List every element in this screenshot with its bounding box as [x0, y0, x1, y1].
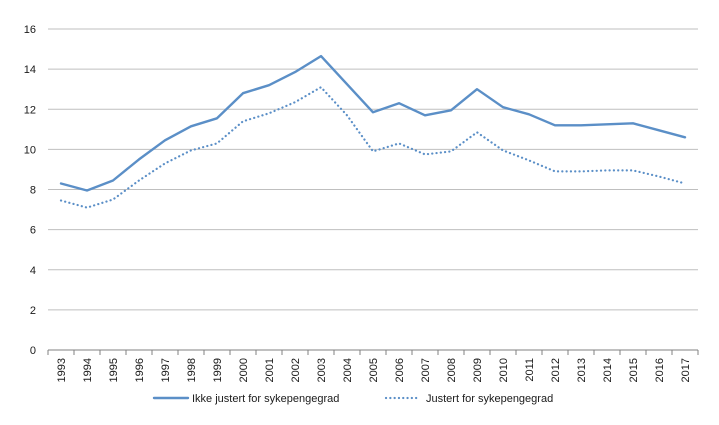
- data-point: [502, 149, 504, 151]
- x-tick-label: 1995: [108, 358, 120, 382]
- x-tick-label: 1996: [134, 358, 146, 382]
- data-point: [372, 111, 374, 113]
- data-point: [476, 88, 478, 90]
- data-point: [632, 169, 634, 171]
- data-point: [580, 124, 582, 126]
- x-tick-label: 2004: [342, 358, 354, 382]
- data-point: [502, 106, 504, 108]
- y-tick-label: 8: [30, 185, 36, 197]
- data-point: [294, 71, 296, 73]
- x-tick-label: 1999: [212, 358, 224, 382]
- data-point: [86, 189, 88, 191]
- data-point: [242, 92, 244, 94]
- y-tick-label: 6: [30, 225, 36, 237]
- y-tick-label: 16: [24, 24, 36, 36]
- data-point: [606, 123, 608, 125]
- x-tick-label: 2002: [290, 358, 302, 382]
- data-point: [528, 113, 530, 115]
- data-point: [138, 179, 140, 181]
- data-point: [372, 150, 374, 152]
- data-point: [554, 124, 556, 126]
- y-tick-label: 0: [30, 345, 36, 357]
- x-tick-label: 2014: [602, 358, 614, 382]
- data-point: [346, 83, 348, 85]
- x-tick-label: 2009: [472, 358, 484, 382]
- x-tick-label: 2010: [498, 358, 510, 382]
- series-line-1: [59, 54, 687, 192]
- x-tick-label: 1993: [56, 358, 68, 382]
- data-point: [242, 120, 244, 122]
- data-point: [60, 182, 62, 184]
- legend-label-1: Ikke justert for sykepengegrad: [192, 393, 339, 405]
- data-point: [164, 139, 166, 141]
- data-point: [190, 125, 192, 127]
- data-point: [658, 129, 660, 131]
- data-point: [294, 101, 296, 103]
- data-point: [476, 131, 478, 133]
- data-point: [164, 162, 166, 164]
- x-tick-label: 2006: [394, 358, 406, 382]
- y-tick-label: 2: [30, 305, 36, 317]
- data-point: [606, 169, 608, 171]
- x-tick-label: 2015: [628, 358, 640, 382]
- legend-label-2: Justert for sykepengegrad: [426, 393, 553, 405]
- data-point: [216, 117, 218, 119]
- data-point: [684, 182, 686, 184]
- data-point: [320, 86, 322, 88]
- x-tick-label: 2000: [238, 358, 250, 382]
- y-axis: 0 2 4 6 8 10 12 14 16: [24, 24, 36, 357]
- gridlines: [48, 28, 698, 311]
- data-point: [632, 122, 634, 124]
- data-point: [320, 55, 322, 57]
- x-tick-label: 2005: [368, 358, 380, 382]
- data-point: [450, 109, 452, 111]
- data-point: [112, 198, 114, 200]
- x-tick-label: 2011: [524, 358, 536, 382]
- data-point: [398, 142, 400, 144]
- data-point: [554, 170, 556, 172]
- y-tick-label: 12: [24, 104, 36, 116]
- x-tick-label: 2017: [680, 358, 692, 382]
- x-tick-label: 2001: [264, 358, 276, 382]
- x-tick-label: 2016: [654, 358, 666, 382]
- x-tick-label: 2012: [550, 358, 562, 382]
- data-point: [450, 150, 452, 152]
- x-axis: 1993 1994 1995 1996 1997 1998 1999 2000 2001 2002…: [47, 349, 699, 382]
- data-point: [528, 159, 530, 161]
- y-tick-label: 10: [24, 144, 36, 156]
- data-point: [268, 84, 270, 86]
- data-point: [138, 158, 140, 160]
- data-point: [112, 179, 114, 181]
- x-tick-label: 2007: [420, 358, 432, 382]
- series-lines: [59, 54, 687, 209]
- y-tick-label: 4: [30, 265, 36, 277]
- y-tick-label: 14: [24, 64, 36, 76]
- data-point: [424, 153, 426, 155]
- data-point: [346, 114, 348, 116]
- x-tick-label: 2003: [316, 358, 328, 382]
- x-tick-label: 2013: [576, 358, 588, 382]
- data-point: [424, 114, 426, 116]
- legend: Ikke justert for sykepengegrad Justert fo…: [152, 393, 553, 405]
- data-point: [86, 206, 88, 208]
- data-point: [216, 142, 218, 144]
- data-point: [580, 170, 582, 172]
- x-tick-label: 1994: [82, 358, 94, 382]
- x-tick-label: 2008: [446, 358, 458, 382]
- data-point: [398, 102, 400, 104]
- data-point: [60, 199, 62, 201]
- data-point: [268, 112, 270, 114]
- x-tick-label: 1997: [160, 358, 172, 382]
- data-point: [658, 175, 660, 177]
- data-point: [190, 149, 192, 151]
- data-point: [684, 136, 686, 138]
- x-tick-label: 1998: [186, 358, 198, 382]
